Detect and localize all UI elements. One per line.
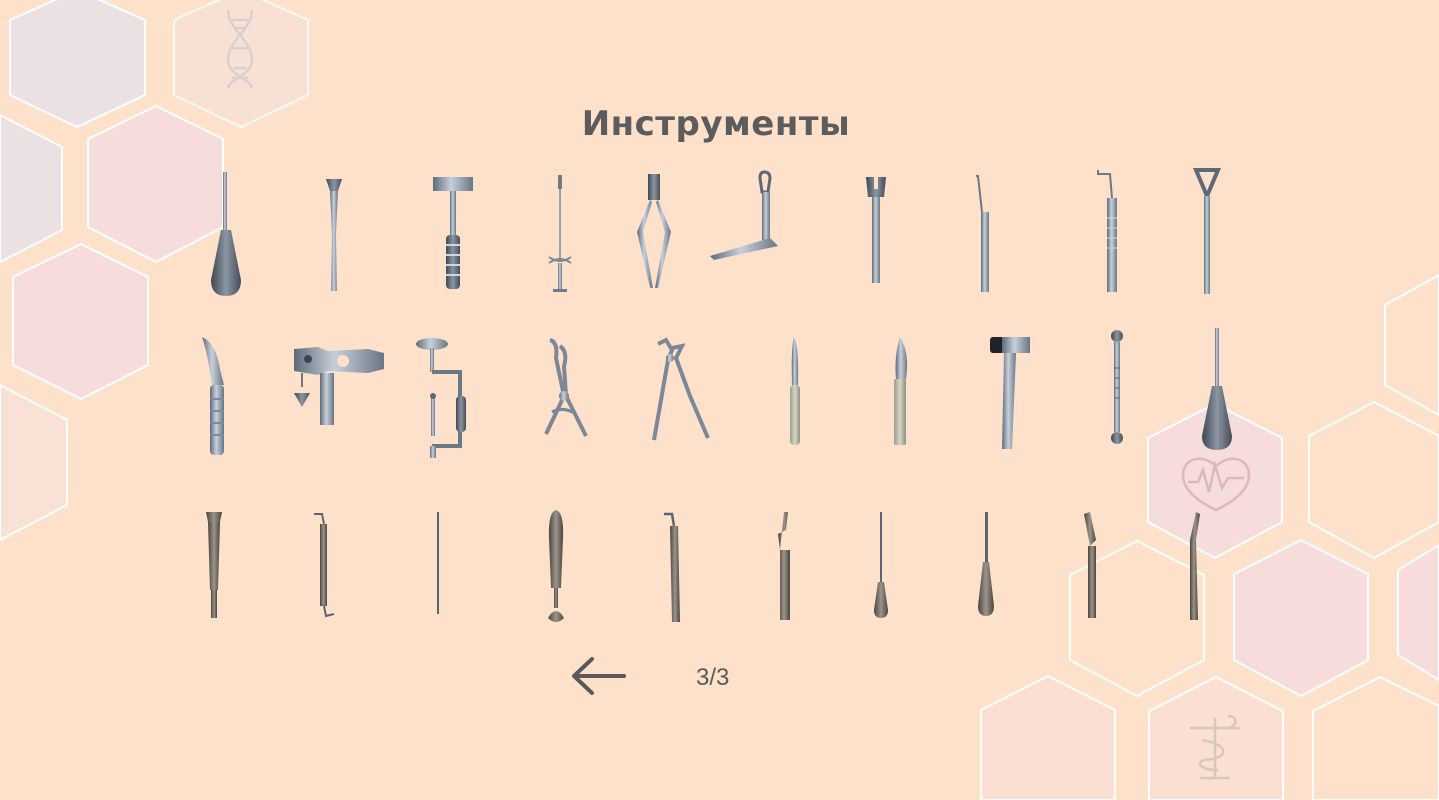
tool-angled-retractor[interactable] xyxy=(706,168,782,264)
tool-mouth-gag[interactable] xyxy=(288,343,388,427)
heart-ecg-icon xyxy=(1181,457,1251,512)
hook-probe-icon xyxy=(664,512,680,622)
hex-right-7 xyxy=(980,674,1116,800)
root-elevator-icon xyxy=(778,512,790,620)
tool-surgical-hammer[interactable] xyxy=(986,333,1034,453)
surgical-hammer-icon xyxy=(990,337,1030,449)
tool-periosteal-knife[interactable] xyxy=(1180,510,1206,624)
mouth-gag-icon xyxy=(294,347,384,425)
chisel-icon xyxy=(866,177,886,283)
periosteal-knife-icon xyxy=(1190,512,1200,620)
hand-drill-icon xyxy=(416,338,466,458)
angled-knife-icon xyxy=(1084,512,1096,618)
tool-root-elevator[interactable] xyxy=(770,510,796,624)
tool-curved-probe[interactable] xyxy=(1094,168,1124,296)
hex-left-5 xyxy=(12,242,149,401)
tool-double-hook[interactable] xyxy=(308,510,338,620)
tool-forceps[interactable] xyxy=(634,172,674,292)
elevator-instrument-icon xyxy=(211,172,241,296)
page-title: Инструменты xyxy=(581,104,851,144)
tool-spatula[interactable] xyxy=(542,508,570,626)
scalpel-icon xyxy=(894,337,908,445)
curved-probe-icon xyxy=(1097,170,1117,292)
tool-straight-elevator[interactable] xyxy=(974,510,998,618)
tool-thin-awl[interactable] xyxy=(870,510,892,620)
needle-icon xyxy=(437,512,439,614)
tool-probe[interactable] xyxy=(972,172,996,296)
tool-bone-forceps[interactable] xyxy=(538,336,592,440)
extraction-forceps-icon xyxy=(652,337,710,441)
tool-awl-elevator[interactable] xyxy=(1196,326,1238,454)
hex-right-3 xyxy=(1308,400,1439,560)
tool-bone-chisel[interactable] xyxy=(202,510,226,620)
straight-elevator-icon xyxy=(978,512,994,616)
hex-left-2 xyxy=(173,0,309,129)
curved-elevator-icon xyxy=(202,337,224,455)
hex-left-1 xyxy=(9,0,146,129)
tool-extraction-forceps[interactable] xyxy=(644,336,714,442)
osteotome-icon xyxy=(326,179,342,291)
angled-retractor-icon xyxy=(710,170,778,260)
tool-scalpel[interactable] xyxy=(888,335,912,449)
tool-needle[interactable] xyxy=(432,510,444,616)
hex-right-2 xyxy=(1147,402,1283,560)
thin-awl-icon xyxy=(874,512,888,618)
bone-forceps-icon xyxy=(544,338,588,437)
hex-right-4 xyxy=(1069,539,1205,698)
tool-hook-probe[interactable] xyxy=(660,510,686,628)
tool-knife[interactable] xyxy=(784,335,806,449)
bone-chisel-icon xyxy=(206,512,222,618)
arrow-left-icon xyxy=(572,657,626,695)
tool-loop-retractor[interactable] xyxy=(1190,166,1224,298)
dna-icon xyxy=(226,9,254,89)
hex-right-9 xyxy=(1312,675,1439,800)
caduceus-icon xyxy=(1190,714,1240,780)
double-hook-icon xyxy=(314,513,335,618)
hex-left-3 xyxy=(0,113,63,264)
hex-right-5 xyxy=(1233,538,1369,698)
tool-osteotome[interactable] xyxy=(322,175,346,293)
loop-retractor-icon xyxy=(1192,168,1222,294)
tool-bone-rasp[interactable] xyxy=(430,175,476,293)
knife-icon xyxy=(790,337,800,445)
spatula-icon xyxy=(548,510,564,622)
tool-hand-drill[interactable] xyxy=(412,336,476,462)
hex-left-6 xyxy=(0,383,68,542)
bone-rasp-icon xyxy=(433,177,473,289)
back-button[interactable] xyxy=(568,653,630,699)
spoon-curette-icon xyxy=(1111,330,1123,444)
tool-curved-elevator[interactable] xyxy=(198,335,232,459)
probe-icon xyxy=(976,175,989,292)
forceps-icon xyxy=(637,174,671,288)
hex-left-4 xyxy=(87,104,224,264)
tool-chisel[interactable] xyxy=(864,175,888,287)
page-indicator: 3/3 xyxy=(696,664,730,691)
syringe-icon xyxy=(548,175,572,292)
hex-right-1 xyxy=(1384,273,1439,417)
tool-spoon-curette[interactable] xyxy=(1106,328,1128,448)
tool-angled-knife[interactable] xyxy=(1078,510,1104,622)
hex-right-6 xyxy=(1397,543,1439,682)
tool-elevator-instrument[interactable] xyxy=(205,170,247,300)
tool-syringe[interactable] xyxy=(545,173,575,295)
awl-elevator-icon xyxy=(1202,328,1232,450)
